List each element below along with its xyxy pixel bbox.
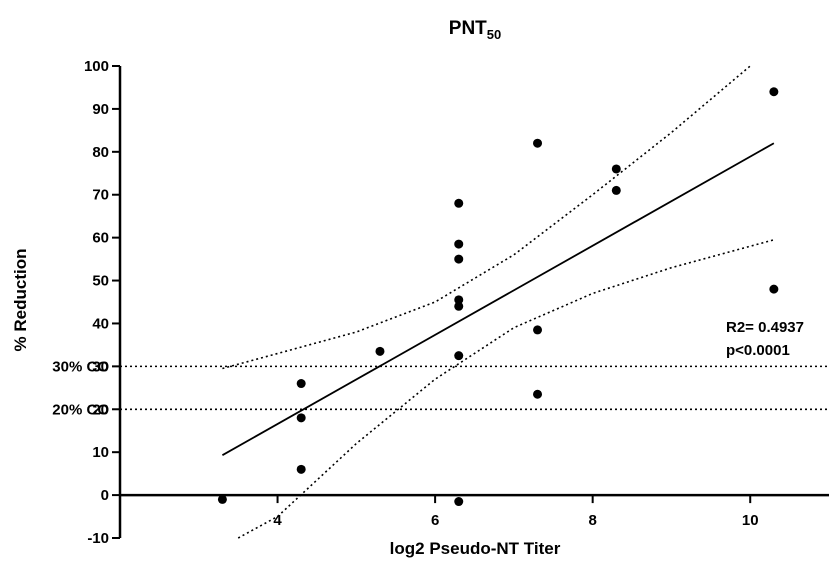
chart-title-main: PNT bbox=[449, 18, 487, 39]
upper-confidence-band bbox=[222, 65, 751, 370]
cutoff-label: 30% CO bbox=[52, 358, 109, 375]
r-squared-annotation: R2= 0.4937 bbox=[726, 319, 804, 336]
data-point bbox=[454, 497, 464, 507]
data-point bbox=[296, 464, 306, 474]
chart-title: PNT50 bbox=[449, 18, 501, 42]
regression-line-layer bbox=[221, 142, 775, 456]
data-point bbox=[533, 138, 543, 148]
lower-confidence-band bbox=[237, 239, 775, 539]
y-axis-title: % Reduction bbox=[11, 249, 30, 352]
y-tick-label: -10 bbox=[87, 530, 109, 547]
data-point bbox=[533, 389, 543, 399]
x-axis-title: log2 Pseudo-NT Titer bbox=[390, 539, 561, 558]
y-tick-label: 0 bbox=[101, 487, 109, 504]
x-tick-label: 10 bbox=[742, 512, 759, 529]
data-point bbox=[454, 254, 464, 264]
x-tick-label: 4 bbox=[273, 512, 282, 529]
data-point bbox=[375, 346, 385, 356]
chart-title-subscript: 50 bbox=[487, 27, 501, 42]
p-value-annotation: p<0.0001 bbox=[726, 342, 790, 359]
x-tick-label: 6 bbox=[431, 512, 439, 529]
data-point bbox=[533, 325, 543, 335]
y-tick-label: 80 bbox=[92, 144, 109, 161]
data-point bbox=[296, 413, 306, 423]
data-point bbox=[769, 284, 779, 294]
data-point bbox=[454, 295, 464, 305]
data-point bbox=[611, 185, 621, 195]
data-point bbox=[611, 164, 621, 174]
y-tick-label: 40 bbox=[92, 315, 109, 332]
y-tick-label: 10 bbox=[92, 444, 109, 461]
data-point bbox=[217, 494, 227, 504]
data-point bbox=[769, 87, 779, 97]
data-point bbox=[454, 239, 464, 249]
data-point bbox=[454, 301, 464, 311]
regression-line bbox=[221, 142, 775, 456]
cutoff-label: 20% CO bbox=[52, 401, 109, 418]
confidence-bands bbox=[222, 65, 775, 539]
y-tick-label: 100 bbox=[84, 58, 109, 75]
data-point bbox=[454, 198, 464, 208]
data-points bbox=[217, 87, 779, 507]
x-tick-label: 8 bbox=[588, 512, 596, 529]
y-tick-label: 20 bbox=[92, 401, 109, 418]
y-tick-label: 30 bbox=[92, 358, 109, 375]
y-tick-label: 70 bbox=[92, 187, 109, 204]
y-tick-label: 50 bbox=[92, 273, 109, 290]
cutoff-lines: 30% CO 20% CO bbox=[52, 358, 829, 418]
data-point bbox=[454, 351, 464, 361]
data-point bbox=[296, 379, 306, 389]
axes: -10 0 10 20 30 40 50 60 70 80 90 100 4 6 8 10 bbox=[84, 58, 829, 547]
y-tick-label: 60 bbox=[92, 230, 109, 247]
y-tick-label: 90 bbox=[92, 101, 109, 118]
